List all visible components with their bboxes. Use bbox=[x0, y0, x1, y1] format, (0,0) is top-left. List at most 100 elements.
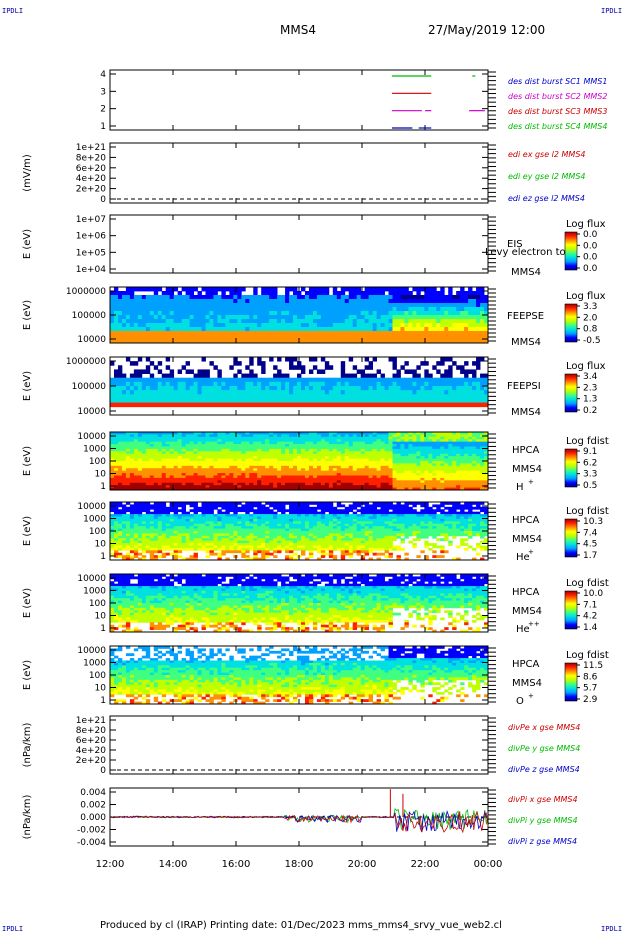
heatmap-cell bbox=[169, 470, 175, 474]
heatmap-cell bbox=[364, 327, 370, 332]
heatmap-cell bbox=[133, 394, 139, 399]
heatmap-cell bbox=[352, 475, 358, 479]
heatmap-cell bbox=[380, 295, 385, 300]
heatmap-cell bbox=[149, 446, 155, 450]
heatmap-cell bbox=[432, 394, 437, 399]
heatmap-cell bbox=[368, 504, 374, 508]
heatmap-cell bbox=[165, 398, 171, 403]
heatmap-cell bbox=[129, 402, 135, 408]
heatmap-cell bbox=[145, 434, 151, 438]
heatmap-cell bbox=[125, 482, 131, 486]
heatmap-cell bbox=[360, 381, 366, 387]
heatmap-cell bbox=[293, 291, 298, 296]
heatmap-cell bbox=[281, 453, 286, 457]
heatmap-cell bbox=[484, 373, 489, 379]
heatmap-cell bbox=[304, 487, 310, 491]
heatmap-cell bbox=[464, 307, 469, 312]
heatmap-cell bbox=[201, 451, 206, 455]
heatmap-cell bbox=[281, 299, 286, 304]
heatmap-cell bbox=[169, 458, 175, 462]
heatmap-cell bbox=[245, 451, 250, 455]
heatmap-cell bbox=[432, 315, 437, 320]
heatmap-cell bbox=[113, 502, 119, 505]
heatmap-cell bbox=[177, 291, 183, 296]
heatmap-cell bbox=[436, 458, 441, 462]
heatmap-cell bbox=[408, 487, 413, 491]
heatmap-cell bbox=[400, 295, 405, 300]
heatmap-cell bbox=[133, 487, 139, 491]
heatmap-cell bbox=[456, 470, 461, 474]
heatmap-cell bbox=[157, 331, 163, 336]
heatmap-cell bbox=[229, 434, 234, 438]
heatmap-cell bbox=[304, 432, 310, 435]
panel-frame bbox=[109, 69, 489, 131]
heatmap-cell bbox=[225, 456, 230, 459]
heatmap-cell bbox=[388, 470, 393, 474]
heatmap-cell bbox=[201, 453, 206, 457]
heatmap-cell bbox=[229, 441, 234, 445]
heatmap-cell bbox=[181, 331, 186, 336]
heatmap-cell bbox=[348, 456, 354, 459]
heatmap-cell bbox=[285, 444, 290, 447]
heatmap-cell bbox=[416, 470, 421, 474]
heatmap-cell bbox=[300, 369, 306, 374]
heatmap-cell bbox=[332, 485, 338, 488]
heatmap-cell bbox=[388, 463, 393, 467]
heatmap-cell bbox=[273, 470, 278, 474]
heatmap-cell bbox=[352, 339, 358, 344]
heatmap-cell bbox=[125, 480, 131, 484]
heatmap-cell bbox=[312, 444, 318, 447]
heatmap-cell bbox=[177, 485, 183, 488]
heatmap-cell bbox=[269, 335, 274, 340]
heatmap-cell bbox=[440, 475, 445, 479]
heatmap-cell bbox=[173, 451, 179, 455]
heatmap-cell bbox=[392, 311, 397, 316]
heatmap-cell bbox=[253, 473, 258, 476]
heatmap-cell bbox=[221, 390, 226, 395]
heatmap-cell bbox=[324, 463, 330, 467]
heatmap-cell bbox=[161, 386, 167, 391]
heatmap-cell bbox=[149, 463, 155, 467]
heatmap-cell bbox=[145, 477, 151, 481]
heatmap-cell bbox=[241, 373, 246, 379]
heatmap-cell bbox=[444, 477, 449, 481]
heatmap-cell bbox=[153, 307, 159, 312]
heatmap-cell bbox=[165, 331, 171, 336]
heatmap-cell bbox=[324, 432, 330, 435]
heatmap-cell bbox=[452, 485, 457, 488]
heatmap-cell bbox=[352, 473, 358, 476]
heatmap-cell bbox=[293, 295, 298, 300]
heatmap-cell bbox=[241, 315, 246, 320]
heatmap-cell bbox=[285, 390, 290, 395]
heatmap-cell bbox=[420, 451, 425, 455]
heatmap-cell bbox=[205, 331, 210, 336]
heatmap-cell bbox=[364, 311, 370, 316]
heatmap-cell bbox=[340, 485, 346, 488]
y-tick-label: 1e+07 bbox=[76, 215, 106, 225]
heatmap-cell bbox=[444, 315, 449, 320]
heatmap-cell bbox=[169, 315, 175, 320]
heatmap-cell bbox=[440, 439, 445, 443]
heatmap-cell bbox=[400, 480, 405, 484]
heatmap-cell bbox=[336, 444, 342, 447]
heatmap-cell bbox=[404, 402, 409, 408]
heatmap-cell bbox=[420, 502, 425, 505]
heatmap-cell bbox=[432, 436, 437, 440]
heatmap-cell bbox=[468, 327, 473, 332]
heatmap-cell bbox=[237, 439, 242, 443]
heatmap-cell bbox=[137, 475, 143, 479]
heatmap-cell bbox=[237, 470, 242, 474]
heatmap-cell bbox=[352, 487, 358, 491]
heatmap-cell bbox=[320, 444, 326, 447]
heatmap-cell bbox=[189, 291, 194, 296]
heatmap-cell bbox=[468, 458, 473, 462]
heatmap-cell bbox=[456, 319, 461, 324]
heatmap-cell bbox=[289, 307, 294, 312]
heatmap-cell bbox=[217, 323, 222, 328]
heatmap-cell bbox=[233, 468, 238, 472]
heatmap-cell bbox=[277, 394, 282, 399]
heatmap-cell bbox=[237, 485, 242, 488]
heatmap-cell bbox=[448, 502, 453, 505]
heatmap-cell bbox=[229, 468, 234, 472]
heatmap-cell bbox=[400, 398, 405, 403]
